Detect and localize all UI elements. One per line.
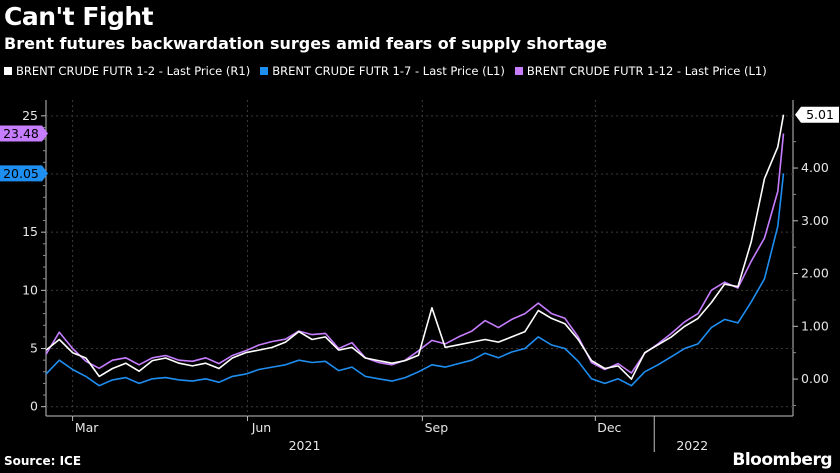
legend-swatch-spread-1-7: [260, 67, 269, 75]
x-tick-label: Sep: [425, 420, 449, 435]
series-line-spread-1-2: [45, 114, 785, 380]
year-label: 2022: [676, 438, 708, 453]
legend-item-spread-1-12: BRENT CRUDE FUTR 1-12 - Last Price (L1): [514, 64, 767, 78]
y-left-tick-label: 25: [22, 108, 38, 123]
last-value-flag-spread-1-7-bg: [0, 165, 48, 182]
y-right-tick-label: 1.00: [801, 318, 829, 333]
y-right-tick-label: 4.00: [801, 160, 829, 175]
last-value-flag-spread-1-2: 5.01: [806, 107, 834, 122]
chart-legend: BRENT CRUDE FUTR 1-2 - Last Price (R1) B…: [4, 64, 767, 78]
y-right-tick-label: 3.00: [801, 213, 829, 228]
y-left-tick-label: 0: [30, 399, 38, 414]
brand-logo: Bloomberg: [732, 450, 832, 470]
last-value-flag-spread-1-12-bg: [0, 125, 48, 142]
source-note: Source: ICE: [4, 454, 82, 468]
last-value-flag-spread-1-7: 20.05: [3, 166, 39, 181]
legend-item-spread-1-7: BRENT CRUDE FUTR 1-7 - Last Price (L1): [260, 64, 505, 78]
legend-label-spread-1-12: BRENT CRUDE FUTR 1-12 - Last Price (L1): [526, 64, 767, 78]
chart-subtitle: Brent futures backwardation surges amid …: [4, 34, 608, 53]
y-left-tick-label: 5: [30, 341, 38, 356]
series-line-spread-1-12: [45, 133, 785, 374]
last-value-flag-spread-1-12: 23.48: [3, 126, 39, 141]
x-tick-label: Dec: [597, 420, 621, 435]
legend-item-spread-1-2: BRENT CRUDE FUTR 1-2 - Last Price (R1): [4, 64, 250, 78]
y-left-tick-label: 10: [22, 282, 38, 297]
legend-swatch-spread-1-12: [514, 67, 523, 75]
y-right-tick-label: 2.00: [801, 266, 829, 281]
last-value-flag-spread-1-2-bg: [795, 106, 839, 123]
chart-title: Can't Fight: [4, 2, 154, 31]
legend-swatch-spread-1-2: [4, 67, 12, 75]
year-label: 2021: [289, 438, 321, 453]
legend-label-spread-1-7: BRENT CRUDE FUTR 1-7 - Last Price (L1): [272, 64, 505, 78]
series-line-spread-1-7: [45, 173, 785, 387]
y-left-tick-label: 15: [22, 224, 38, 239]
x-tick-label: Mar: [75, 420, 99, 435]
legend-label-spread-1-2: BRENT CRUDE FUTR 1-2 - Last Price (R1): [16, 64, 251, 78]
y-right-tick-label: 0.00: [801, 371, 829, 386]
x-tick-label: Jun: [251, 420, 272, 435]
